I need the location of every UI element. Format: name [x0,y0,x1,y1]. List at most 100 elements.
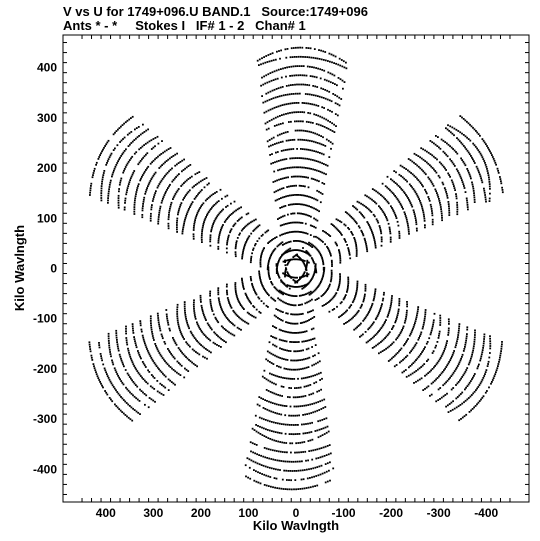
uv-point [155,365,158,367]
uv-point [491,379,494,381]
uv-point [399,332,402,335]
uv-point [188,207,190,210]
uv-point [295,405,298,408]
uv-point [286,222,289,225]
uv-point [285,259,288,262]
uv-point [278,275,280,278]
uv-point [236,208,239,211]
uv-point [252,286,254,288]
uv-point [192,227,195,229]
uv-point [297,230,299,233]
uv-point [310,56,313,59]
uv-point [355,245,358,248]
uv-point [431,210,433,212]
uv-point [273,477,276,479]
uv-point [439,147,442,150]
uv-point [150,208,153,211]
uv-point [296,276,298,279]
uv-point [312,392,315,395]
uv-point [308,291,311,294]
uv-point [248,458,251,461]
uv-point [168,327,171,330]
uv-point [318,134,320,137]
uv-point [249,441,252,444]
plot-frame [62,34,530,503]
uv-point [281,357,283,360]
uv-point [416,177,418,180]
uv-point [311,403,314,405]
uv-point [327,108,329,111]
uv-point [327,286,330,289]
uv-point [302,284,305,287]
uv-point [307,347,310,350]
uv-point [301,405,304,407]
uv-point [156,380,159,382]
uv-point [270,59,273,62]
uv-point [206,336,209,339]
uv-point [276,50,278,53]
uv-point [459,393,462,395]
uv-point [243,247,245,250]
uv-point [472,190,475,192]
uv-point [121,124,124,126]
uv-point [285,113,287,115]
uv-point [403,177,406,180]
uv-point [106,141,109,144]
uv-point [88,343,91,346]
uv-point [369,197,372,200]
uv-point [306,65,309,68]
uv-point [307,366,310,368]
uv-point [105,143,108,146]
uv-point [308,356,311,359]
uv-point [279,366,282,369]
uv-point [452,387,455,389]
uv-point [331,73,334,76]
uv-point [188,359,190,361]
uv-point [177,162,180,164]
uv-point [268,351,271,354]
uv-point [196,321,198,324]
uv-point [483,375,486,377]
uv-point [290,120,292,123]
uv-point [354,207,357,210]
uv-point [385,216,387,218]
uv-point [122,138,124,140]
uv-point [292,212,294,215]
uv-point [321,106,324,109]
uv-point [430,369,432,372]
uv-point [414,191,417,194]
uv-point [275,450,278,452]
uv-point [276,160,278,163]
uv-point [295,166,298,169]
uv-point [258,416,261,419]
uv-point [318,190,320,193]
uv-point [282,94,285,97]
uv-point [325,79,328,82]
uv-point [299,258,302,260]
uv-point [232,225,235,228]
uv-point [266,140,269,143]
uv-point [130,377,132,380]
uv-point [165,309,168,311]
uv-point [476,147,478,150]
uv-point [198,192,201,194]
uv-point [193,312,196,314]
uv-point [176,360,179,363]
uv-point [320,447,323,449]
uv-point [192,303,195,306]
uv-point [385,199,388,202]
uv-point [488,386,490,389]
uv-point [391,357,393,360]
uv-point [198,326,201,329]
uv-point [414,320,417,323]
uv-point [276,431,279,434]
uv-point [288,66,291,68]
uv-point [133,139,136,141]
uv-point [138,148,141,151]
uv-point [220,307,223,310]
uv-point [100,189,103,192]
uv-point [293,184,296,187]
uv-point [413,152,416,155]
uv-point [329,479,331,482]
uv-point [447,201,450,203]
